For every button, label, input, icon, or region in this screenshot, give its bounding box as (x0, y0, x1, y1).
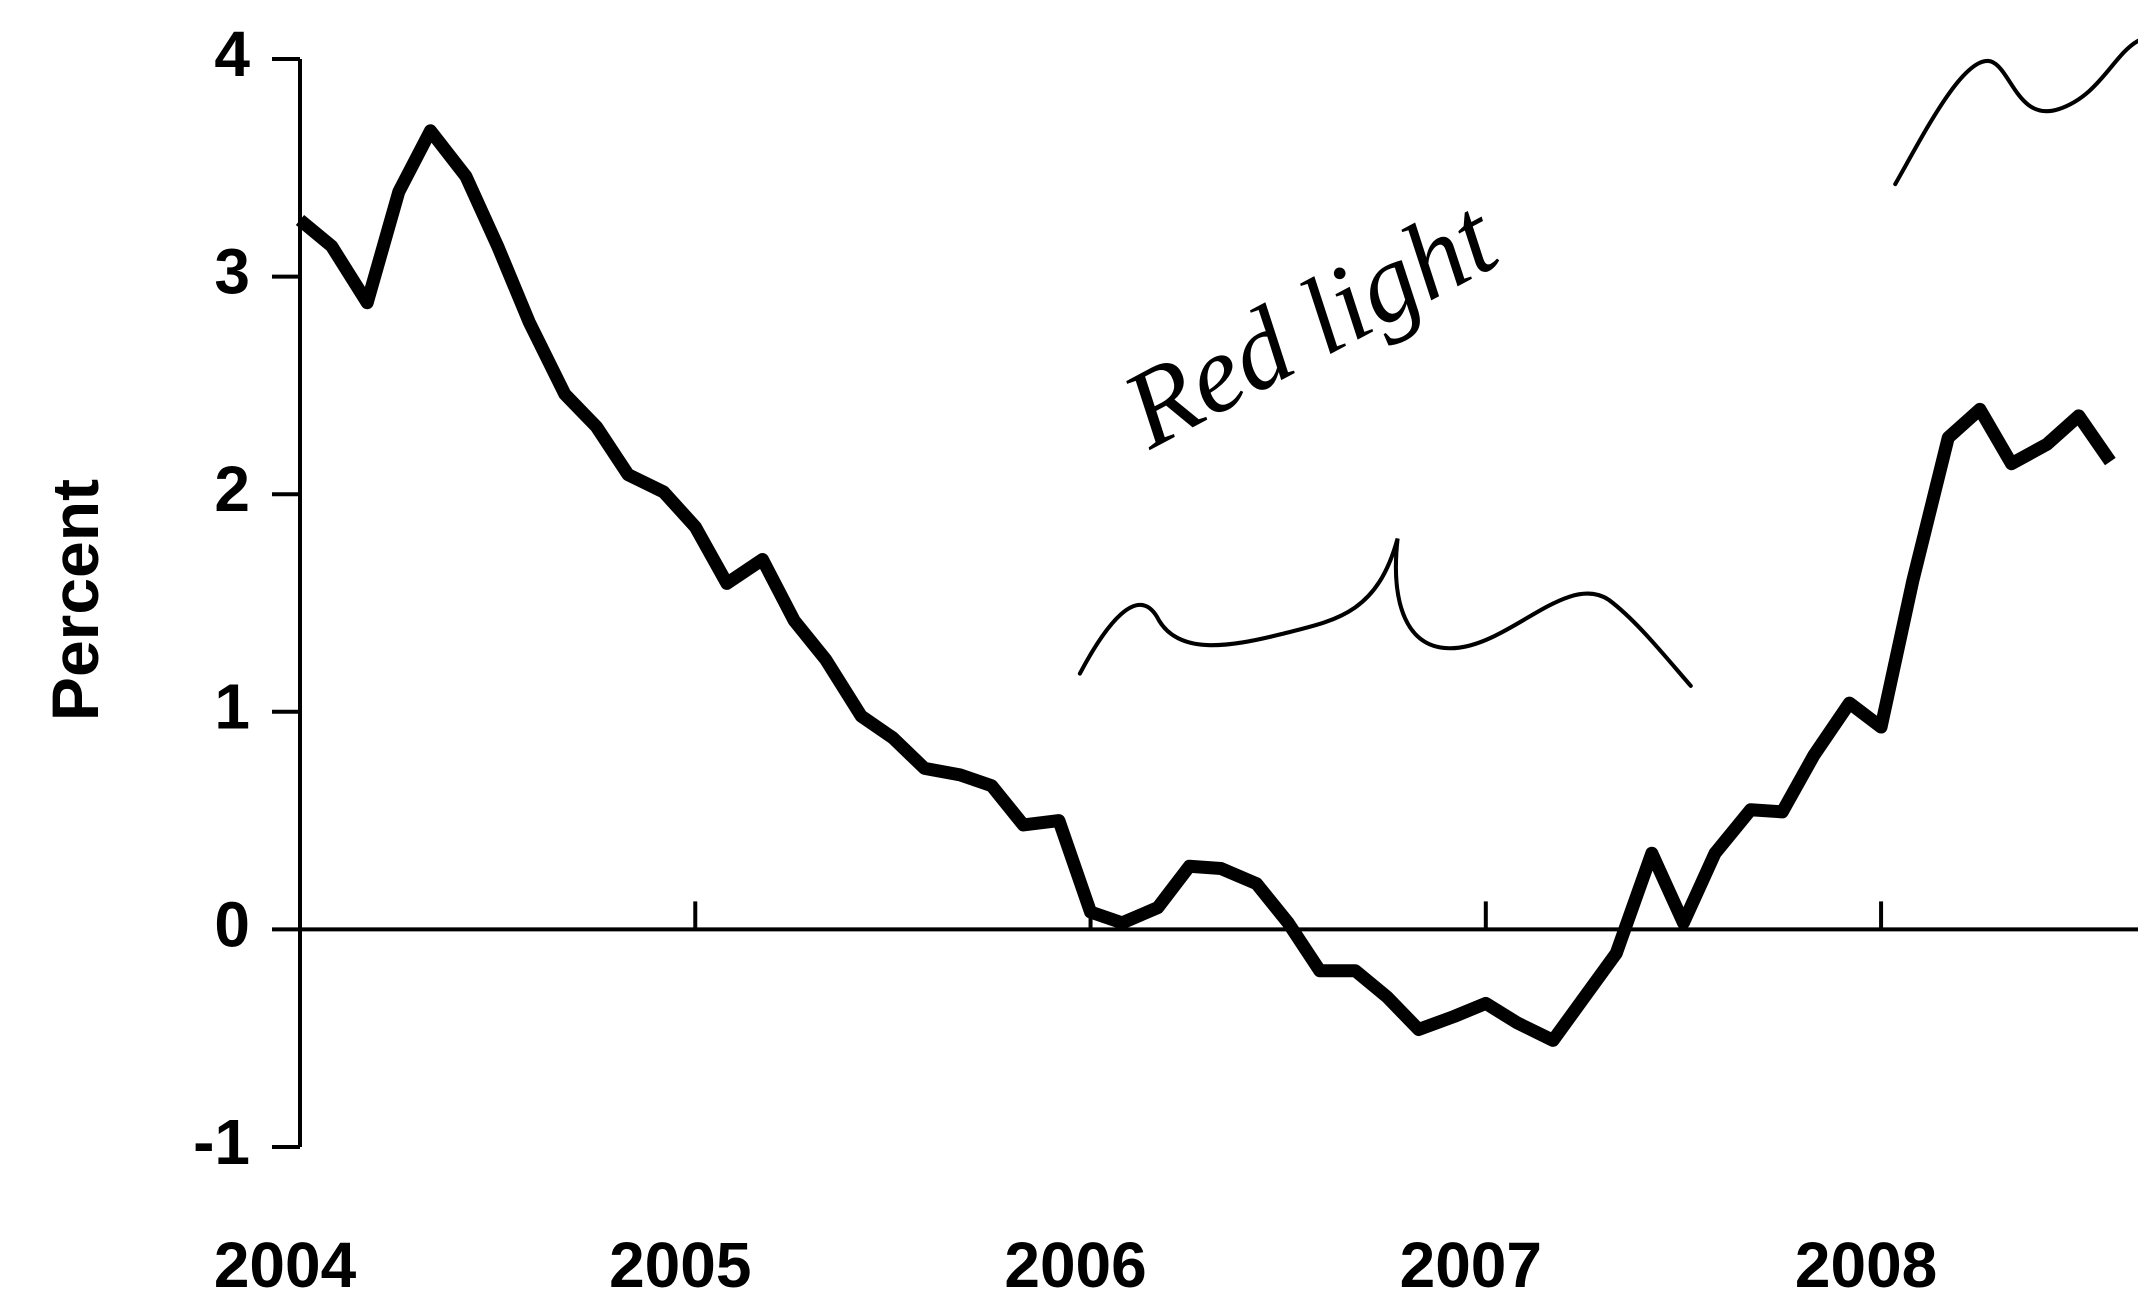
y-tick-label: 4 (214, 18, 250, 90)
y-tick-label: 2 (214, 453, 250, 525)
annotation: Red light (1103, 174, 1517, 471)
x-tick-label: 2005 (609, 1229, 751, 1301)
x-tick-label: 2004 (214, 1229, 357, 1301)
line (295, 124, 2116, 1047)
y-tick-label: 0 (214, 888, 250, 960)
y-tick-label: 1 (214, 671, 250, 743)
y-tick-label: 3 (214, 236, 250, 308)
handwriting (1077, 38, 2138, 688)
y-tick-label: -1 (193, 1106, 250, 1178)
y-axis-title: Percent (38, 479, 112, 721)
x-tick-label: 2008 (1795, 1229, 1937, 1301)
x-tick-label: 2007 (1400, 1229, 1542, 1301)
x-tick-label: 2006 (1004, 1229, 1146, 1301)
